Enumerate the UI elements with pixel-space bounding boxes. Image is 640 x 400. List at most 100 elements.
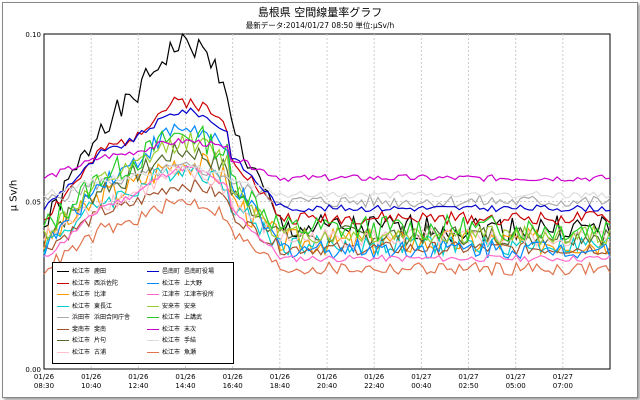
x-tick-label: 01/27: [458, 373, 478, 381]
x-tick-label: 01/26: [317, 373, 338, 381]
legend: 松江市 鹿田 松江市 西浜佐陀 松江市 比津 松江市 東長江 浜田市 浜田合同庁舎 斐南市 斐南 松江市…: [52, 262, 234, 364]
legend-area: 松江市: [162, 337, 181, 344]
x-tick-label: 00:40: [411, 382, 431, 390]
legend-entry: 松江市 片句: [57, 336, 106, 346]
series-line: [43, 164, 611, 258]
legend-station: 魚瀬: [184, 348, 197, 356]
x-tick-label: 01/26: [270, 373, 291, 381]
legend-area: 浜田市: [72, 314, 91, 321]
y-tick-label: 0.05: [25, 199, 41, 207]
legend-area: 松江市: [72, 348, 91, 356]
x-tick-label: 16:40: [223, 382, 243, 390]
x-tick-label: 01/26: [34, 373, 55, 381]
legend-area: 松江市: [162, 279, 181, 287]
series-line: [43, 165, 611, 263]
legend-station: 末次: [184, 325, 197, 333]
legend-swatch: [57, 305, 69, 307]
x-tick-label: 07:00: [553, 382, 573, 390]
legend-swatch: [57, 317, 69, 318]
legend-entry: 松江市 鹿田: [57, 267, 106, 277]
legend-entry: 浜田市 浜田合同庁舎: [57, 313, 130, 323]
legend-swatch: [57, 282, 69, 284]
legend-swatch: [147, 271, 159, 272]
legend-swatch: [57, 294, 69, 295]
legend-area: 松江市: [72, 302, 91, 310]
legend-station: 上講武: [184, 314, 203, 321]
x-tick-label: 01/27: [553, 373, 573, 381]
series-line: [43, 107, 611, 213]
x-tick-label: 12:40: [128, 382, 148, 390]
legend-swatch: [57, 271, 69, 272]
series-line: [43, 132, 611, 246]
legend-entry: 松江市 西浜佐陀: [57, 279, 118, 289]
legend-station: 安来: [184, 302, 197, 310]
legend-station: 上大野: [184, 279, 203, 287]
legend-station: 手結: [184, 337, 197, 344]
legend-station: 比津: [94, 291, 107, 298]
legend-area: 松江市: [72, 268, 91, 275]
chart-subtitle: 最新データ:2014/01/27 08:50 単位:μSv/h: [245, 21, 395, 30]
legend-swatch: [57, 328, 69, 330]
legend-area: 松江市: [162, 325, 181, 333]
series-line: [43, 96, 611, 227]
legend-entry: 松江市 東長江: [57, 302, 112, 312]
legend-station: 鹿田: [94, 268, 107, 275]
series-line: [43, 161, 611, 209]
legend-area: 松江市: [72, 279, 91, 287]
legend-entry: 松江市 上大野: [147, 279, 202, 289]
legend-area: 松江市: [72, 337, 91, 344]
x-tick-label: 10:40: [81, 382, 101, 390]
legend-station: 東長江: [94, 302, 113, 310]
x-tick-label: 01/26: [223, 373, 244, 381]
x-tick-label: 20:40: [317, 382, 337, 390]
legend-area: 安来市: [162, 302, 181, 310]
series-line: [43, 198, 611, 277]
chart-title: 島根県 空間線量率グラフ: [257, 6, 383, 19]
y-axis-label: μ Sv/h: [8, 179, 20, 212]
legend-swatch: [147, 294, 159, 295]
legend-entry: 松江市 上講武: [147, 313, 202, 323]
legend-swatch: [147, 351, 159, 353]
y-tick-label: 0.10: [25, 31, 41, 39]
series-line: [43, 124, 611, 242]
series-line: [43, 32, 611, 244]
legend-station: 邑南町役場: [184, 268, 215, 275]
x-tick-label: 01/26: [128, 373, 149, 381]
legend-entry: 松江市 古浦: [57, 348, 106, 358]
legend-entry: 松江市 魚瀬: [147, 348, 196, 358]
legend-entry: 安来市 安来: [147, 302, 196, 312]
x-tick-label: 18:40: [270, 382, 290, 390]
x-tick-label: 08:30: [34, 382, 54, 390]
legend-station: 古浦: [94, 348, 107, 356]
legend-area: 江津市: [162, 291, 181, 298]
legend-swatch: [57, 351, 69, 353]
legend-station: 片句: [94, 337, 107, 344]
x-tick-label: 02:50: [458, 382, 478, 390]
y-tick-label: 0.00: [25, 366, 41, 374]
series-line: [43, 164, 611, 199]
legend-swatch: [147, 305, 159, 307]
legend-entry: 江津市 江津市役所: [147, 290, 214, 300]
legend-swatch: [147, 282, 159, 284]
legend-entry: 松江市 末次: [147, 325, 196, 335]
legend-station: 浜田合同庁舎: [94, 314, 131, 321]
x-tick-label: 01/27: [506, 373, 526, 381]
x-tick-label: 01/26: [175, 373, 196, 381]
legend-swatch: [147, 317, 159, 318]
x-tick-label: 05:00: [506, 382, 526, 390]
legend-area: 斐南市: [72, 325, 91, 333]
legend-area: 松江市: [162, 314, 181, 321]
x-tick-label: 01/26: [81, 373, 102, 381]
legend-area: 邑南町: [162, 268, 181, 275]
legend-entry: 松江市 比津: [57, 290, 106, 300]
legend-swatch: [147, 328, 159, 330]
legend-swatch: [57, 340, 69, 341]
x-tick-label: 01/27: [411, 373, 431, 381]
legend-station: 斐南: [94, 325, 107, 333]
x-tick-label: 14:40: [175, 382, 195, 390]
x-tick-label: 01/26: [364, 373, 385, 381]
legend-area: 松江市: [72, 291, 91, 298]
series-line: [43, 123, 611, 261]
legend-area: 松江市: [162, 348, 181, 356]
legend-entry: 斐南市 斐南: [57, 325, 106, 335]
